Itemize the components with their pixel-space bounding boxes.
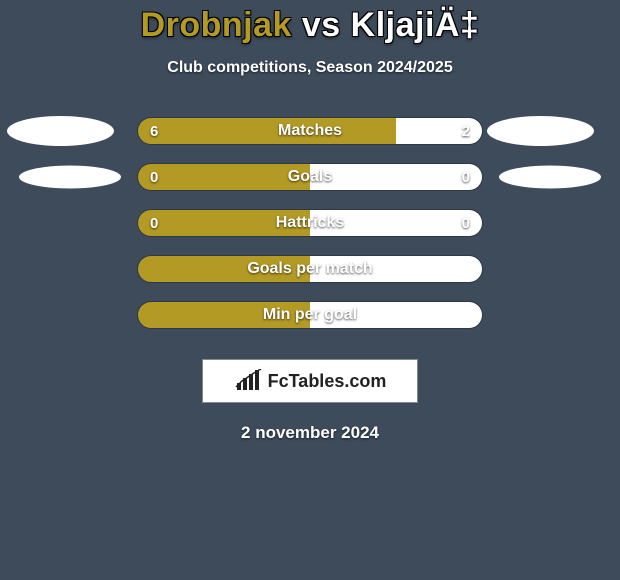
stat-bar-right (396, 118, 482, 144)
stat-bar: Matches62 (137, 117, 483, 145)
stat-rows: Matches62 Goals00 Hattricks00 Goals per mat… (0, 117, 620, 329)
stat-bar-right (310, 256, 482, 282)
stat-bar-left (138, 302, 310, 328)
title-left: Drobnjak (141, 6, 292, 44)
bars-icon (234, 369, 264, 393)
stat-bar-right (310, 210, 482, 236)
stat-bar-right (310, 164, 482, 190)
stat-bar: Hattricks00 (137, 209, 483, 237)
stat-row: Min per goal (0, 301, 620, 329)
right-photo-placeholder (487, 116, 594, 146)
stat-row: Goals00 (0, 163, 620, 191)
title-vs: vs (292, 6, 351, 44)
left-photo-placeholder (7, 116, 114, 146)
title-right: KljajiÄ‡ (351, 6, 480, 44)
stat-row: Hattricks00 (0, 209, 620, 237)
stat-bar-left (138, 118, 396, 144)
left-badge-placeholder (19, 166, 121, 189)
stat-bar-left (138, 164, 310, 190)
stat-bar-left (138, 256, 310, 282)
date-label: 2 november 2024 (0, 423, 620, 443)
stat-bar-left (138, 210, 310, 236)
stat-bar: Goals00 (137, 163, 483, 191)
page-title: Drobnjak vs KljajiÄ‡ (0, 0, 620, 45)
fctables-logo: FcTables.com (202, 359, 418, 403)
subtitle-label: Club competitions, Season 2024/2025 (0, 59, 620, 77)
logo-text: FcTables.com (268, 371, 387, 392)
stat-bar: Min per goal (137, 301, 483, 329)
stat-row: Goals per match (0, 255, 620, 283)
stat-bar: Goals per match (137, 255, 483, 283)
right-badge-placeholder (499, 166, 601, 189)
stat-bar-right (310, 302, 482, 328)
stat-row: Matches62 (0, 117, 620, 145)
